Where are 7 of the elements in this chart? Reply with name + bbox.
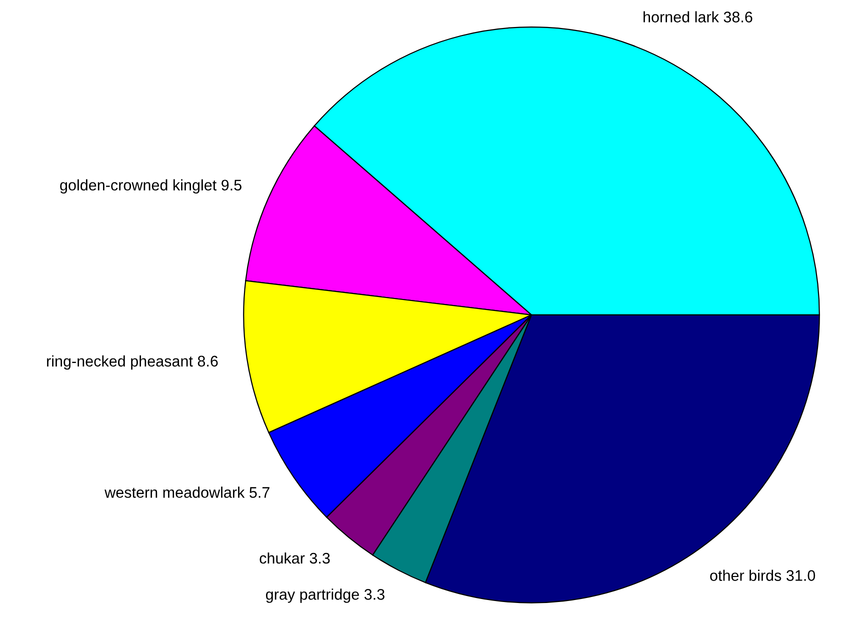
slice-label: chukar 3.3 (260, 552, 330, 564)
slice-label: golden-crowned kinglet 9.5 (60, 179, 242, 194)
slice-label: other birds 31.0 (710, 570, 816, 581)
slice-label: western meadowlark 5.7 (104, 486, 270, 498)
slice-label: ring-necked pheasant 8.6 (47, 355, 218, 370)
slice-label: horned lark 38.6 (644, 11, 752, 22)
slice-label: gray partridge 3.3 (266, 588, 384, 603)
